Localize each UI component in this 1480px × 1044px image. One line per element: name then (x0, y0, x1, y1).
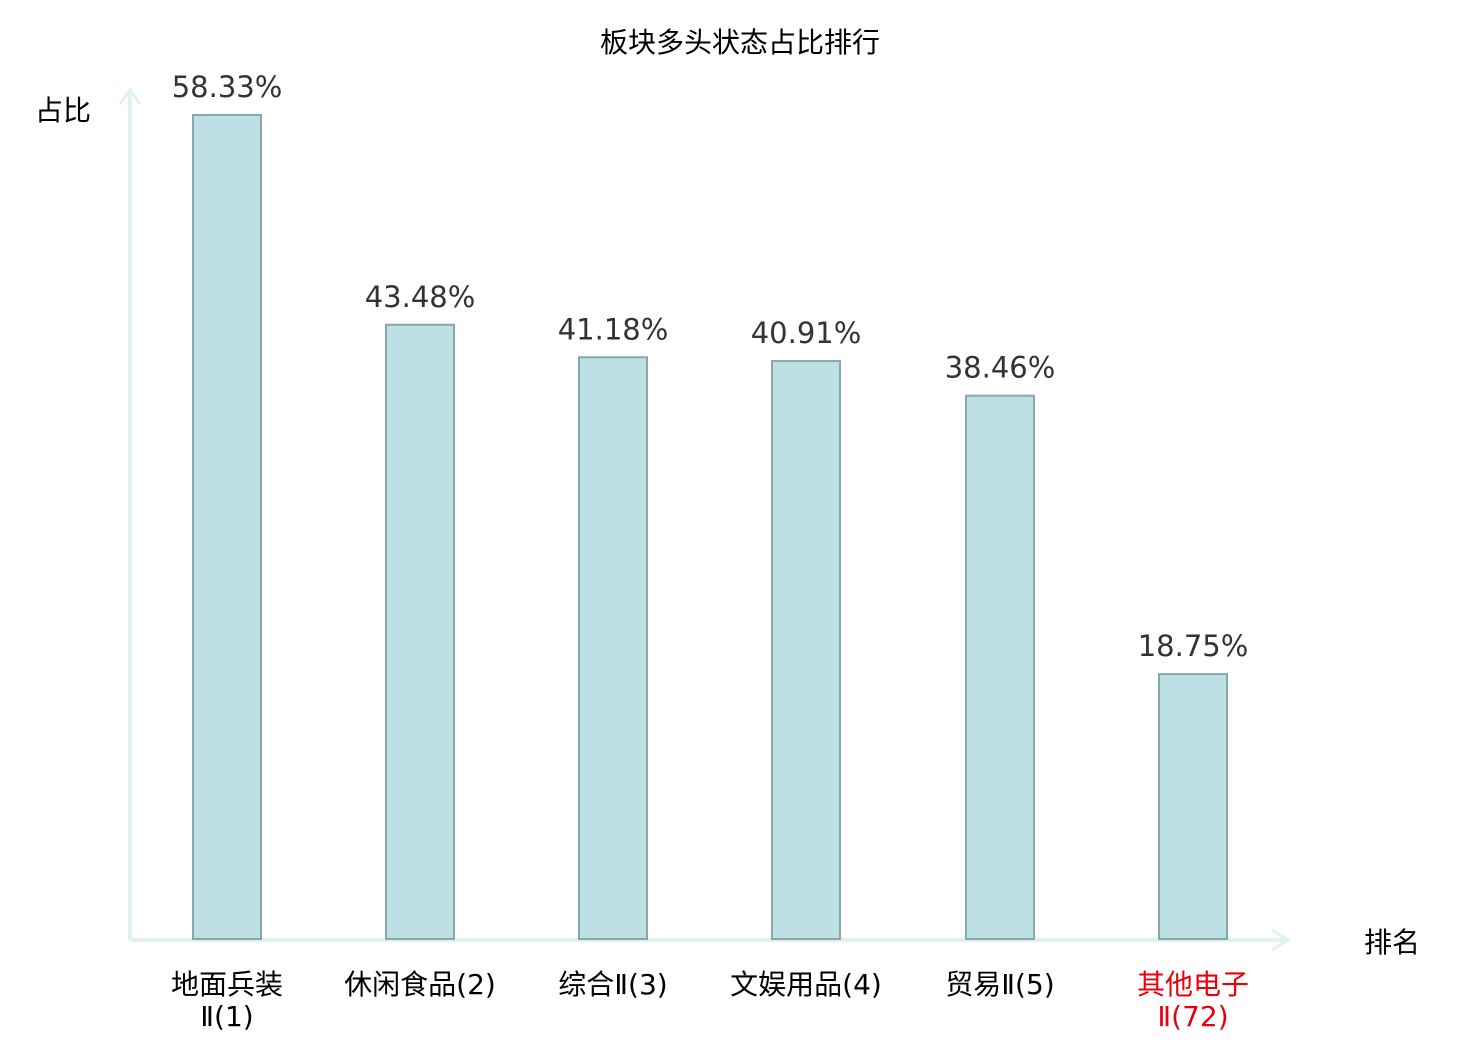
y-axis-arrow (118, 87, 142, 105)
x-tick-label: 地面兵装 (171, 968, 283, 1001)
axes (118, 87, 1291, 952)
x-axis-arrow (1271, 928, 1291, 952)
x-tick-label: 其他电子 (1137, 968, 1249, 1001)
data-label: 43.48% (365, 280, 476, 314)
data-label: 40.91% (751, 316, 862, 350)
x-tick-label: Ⅱ(1) (200, 1000, 253, 1033)
x-tick-label: Ⅱ(72) (1157, 1000, 1228, 1033)
data-label: 18.75% (1138, 629, 1249, 663)
bar (192, 113, 262, 940)
data-label: 58.33% (172, 70, 283, 104)
bar (385, 323, 455, 940)
x-tick-label: 贸易Ⅱ(5) (945, 968, 1054, 1001)
bar (578, 356, 648, 941)
x-tick-label: 休闲食品(2) (344, 968, 496, 1001)
bar (771, 360, 841, 940)
bar (965, 394, 1035, 940)
x-axis-label: 排名 (1364, 926, 1420, 959)
x-tick-label: 综合Ⅱ(3) (558, 968, 667, 1001)
chart-title: 板块多头状态占比排行 (600, 26, 880, 59)
bar (1158, 673, 1228, 941)
y-axis-label: 占比 (35, 94, 91, 127)
x-tick-label: 文娱用品(4) (730, 968, 882, 1001)
data-label: 41.18% (558, 312, 669, 346)
data-label: 38.46% (945, 351, 1056, 385)
